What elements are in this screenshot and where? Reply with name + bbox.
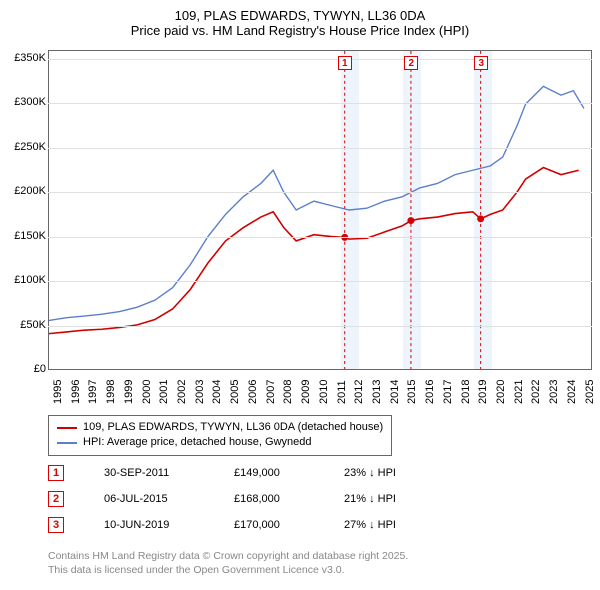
gridline-h xyxy=(48,237,592,238)
sale-detail-date: 10-JUN-2019 xyxy=(104,519,194,531)
y-axis-tick-label: £350K xyxy=(4,52,46,64)
sale-detail-row: 3 10-JUN-2019 £170,000 27% ↓ HPI xyxy=(48,517,396,533)
x-axis-tick-label: 2021 xyxy=(513,380,525,404)
x-axis-tick-label: 1997 xyxy=(87,380,99,404)
x-axis-tick-label: 2007 xyxy=(265,380,277,404)
sale-marker-label: 2 xyxy=(404,56,418,70)
x-axis-tick-label: 2010 xyxy=(318,380,330,404)
x-axis-tick-label: 1996 xyxy=(70,380,82,404)
chart-plot-area xyxy=(48,50,592,370)
x-axis-tick-label: 2012 xyxy=(353,380,365,404)
legend-label: HPI: Average price, detached house, Gwyn… xyxy=(83,435,312,450)
gridline-h xyxy=(48,103,592,104)
x-axis-tick-label: 2011 xyxy=(336,380,348,404)
x-axis-tick-label: 2009 xyxy=(300,380,312,404)
x-axis-tick-label: 2023 xyxy=(548,380,560,404)
x-axis-tick-label: 2020 xyxy=(495,380,507,404)
gridline-h xyxy=(48,281,592,282)
x-axis-tick-label: 2005 xyxy=(229,380,241,404)
sale-detail-price: £168,000 xyxy=(234,493,304,505)
x-axis-tick-label: 2008 xyxy=(282,380,294,404)
x-axis-tick-label: 2017 xyxy=(442,380,454,404)
x-axis-tick-label: 1995 xyxy=(52,380,64,404)
sale-detail-date: 30-SEP-2011 xyxy=(104,467,194,479)
x-axis-tick-label: 2000 xyxy=(141,380,153,404)
sale-detail-delta: 21% ↓ HPI xyxy=(344,493,396,505)
x-axis-tick-label: 2022 xyxy=(530,380,542,404)
x-axis-tick-label: 2015 xyxy=(406,380,418,404)
sale-detail-delta: 23% ↓ HPI xyxy=(344,467,396,479)
sale-detail-delta: 27% ↓ HPI xyxy=(344,519,396,531)
x-axis-tick-label: 2018 xyxy=(460,380,472,404)
attribution-line1: Contains HM Land Registry data © Crown c… xyxy=(48,550,408,564)
gridline-h xyxy=(48,148,592,149)
x-axis-tick-label: 2024 xyxy=(566,380,578,404)
sale-detail-date: 06-JUL-2015 xyxy=(104,493,194,505)
chart-svg xyxy=(49,51,591,369)
series-line-hpi xyxy=(49,86,584,320)
sale-detail-marker: 2 xyxy=(48,491,64,507)
y-axis-tick-label: £0 xyxy=(4,363,46,375)
y-axis-tick-label: £150K xyxy=(4,230,46,242)
sale-marker-label: 1 xyxy=(338,56,352,70)
gridline-h xyxy=(48,326,592,327)
gridline-h xyxy=(48,192,592,193)
x-axis-tick-label: 2004 xyxy=(211,380,223,404)
y-axis-tick-label: £300K xyxy=(4,96,46,108)
x-axis-tick-label: 2001 xyxy=(158,380,170,404)
legend-label: 109, PLAS EDWARDS, TYWYN, LL36 0DA (deta… xyxy=(83,420,383,435)
sale-detail-row: 2 06-JUL-2015 £168,000 21% ↓ HPI xyxy=(48,491,396,507)
chart-title-subtitle: Price paid vs. HM Land Registry's House … xyxy=(0,23,600,38)
y-axis-tick-label: £100K xyxy=(4,274,46,286)
x-axis-tick-label: 1998 xyxy=(105,380,117,404)
sale-detail-price: £149,000 xyxy=(234,467,304,479)
legend-swatch xyxy=(57,427,77,429)
y-axis-tick-label: £50K xyxy=(4,319,46,331)
sale-marker-label: 3 xyxy=(474,56,488,70)
x-axis-tick-label: 2003 xyxy=(194,380,206,404)
y-axis-tick-label: £200K xyxy=(4,185,46,197)
x-axis-tick-label: 2002 xyxy=(176,380,188,404)
chart-title-address: 109, PLAS EDWARDS, TYWYN, LL36 0DA xyxy=(0,8,600,23)
sale-detail-row: 1 30-SEP-2011 £149,000 23% ↓ HPI xyxy=(48,465,396,481)
gridline-h xyxy=(48,59,592,60)
x-axis-tick-label: 2025 xyxy=(584,380,596,404)
x-axis-tick-label: 2013 xyxy=(371,380,383,404)
legend-row: HPI: Average price, detached house, Gwyn… xyxy=(57,435,383,450)
legend-row: 109, PLAS EDWARDS, TYWYN, LL36 0DA (deta… xyxy=(57,420,383,435)
sale-detail-marker: 3 xyxy=(48,517,64,533)
x-axis-tick-label: 2014 xyxy=(389,380,401,404)
x-axis-tick-label: 2006 xyxy=(247,380,259,404)
legend: 109, PLAS EDWARDS, TYWYN, LL36 0DA (deta… xyxy=(48,415,392,456)
sale-detail-price: £170,000 xyxy=(234,519,304,531)
x-axis-tick-label: 2016 xyxy=(424,380,436,404)
y-axis-tick-label: £250K xyxy=(4,141,46,153)
attribution-line2: This data is licensed under the Open Gov… xyxy=(48,564,408,578)
x-axis-tick-label: 2019 xyxy=(477,380,489,404)
attribution-text: Contains HM Land Registry data © Crown c… xyxy=(48,550,408,577)
sale-detail-marker: 1 xyxy=(48,465,64,481)
legend-swatch xyxy=(57,442,77,444)
x-axis-tick-label: 1999 xyxy=(123,380,135,404)
